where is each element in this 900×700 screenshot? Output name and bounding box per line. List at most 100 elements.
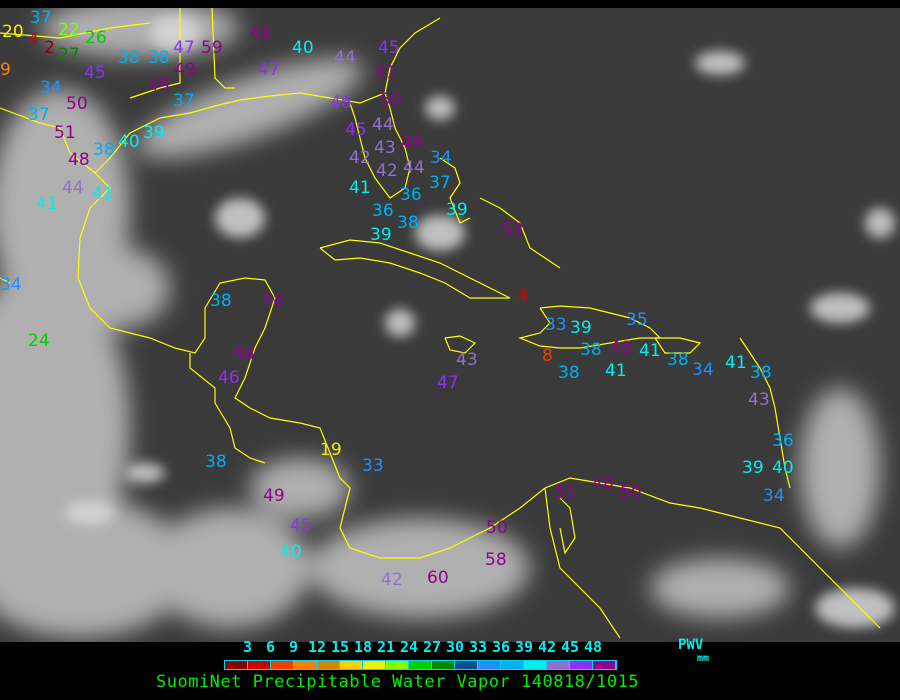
station-pwv-label: 45 (378, 38, 400, 58)
station-pwv-label: 40 (118, 132, 140, 152)
legend-swatch (455, 661, 478, 669)
station-pwv-label: 51 (54, 123, 76, 143)
legend-tick: 39 (515, 638, 534, 656)
station-pwv-label: 24 (28, 331, 50, 351)
legend-tick: 24 (400, 638, 419, 656)
station-pwv-label: 42 (349, 148, 371, 168)
legend-swatch (570, 661, 593, 669)
legend-unit-label: PWV (678, 637, 704, 653)
legend-tick: 12 (308, 638, 327, 656)
station-pwv-label: 38 (397, 213, 419, 233)
legend-tick: 21 (377, 638, 396, 656)
station-pwv-label: 8 (542, 346, 553, 366)
station-pwv-label: 4 (517, 286, 528, 306)
legend-tick: 33 (469, 638, 488, 656)
station-pwv-label: 50 (486, 518, 508, 538)
station-pwv-label: 50 (380, 90, 402, 110)
station-pwv-label: 47 (173, 38, 195, 58)
legend-swatch (225, 661, 248, 669)
station-pwv-label: 48 (68, 150, 90, 170)
station-pwv-label: 45 (84, 63, 106, 83)
station-pwv-label: 9 (0, 60, 11, 80)
station-pwv-label: 50 (620, 483, 642, 503)
station-pwv-label: 40 (772, 458, 794, 478)
station-pwv-label: 50 (66, 94, 88, 114)
station-pwv-label: 59 (201, 38, 223, 58)
station-pwv-label: 47 (258, 60, 280, 80)
legend-tick: 42 (538, 638, 557, 656)
station-pwv-label: 40 (280, 542, 302, 562)
station-pwv-label: 43 (748, 390, 770, 410)
legend-swatch (409, 661, 432, 669)
station-pwv-label: 43 (374, 138, 396, 158)
station-pwv-label: 42 (376, 161, 398, 181)
station-pwv-label: 46 (218, 368, 240, 388)
station-pwv-label: 41 (725, 353, 747, 373)
station-pwv-label: 44 (334, 48, 356, 68)
station-pwv-label: 48 (250, 24, 272, 44)
station-pwv-label: 38 (118, 48, 140, 68)
station-pwv-label: 49 (148, 75, 170, 95)
station-pwv-label: 38 (93, 140, 115, 160)
station-pwv-label: 48 (262, 290, 284, 310)
station-pwv-label: 36 (372, 201, 394, 221)
station-pwv-label: 38 (580, 340, 602, 360)
station-pwv-label: 49 (263, 486, 285, 506)
station-pwv-label: 41 (349, 178, 371, 198)
station-pwv-label: 37 (429, 173, 451, 193)
color-legend: 3 6 9 12 15 18 21 24 27 30 33 36 39 42 45 48 PWV mm Suo… (0, 637, 900, 700)
station-pwv-label: 47 (437, 373, 459, 393)
station-pwv-label: 41 (639, 341, 661, 361)
legend-swatch (363, 661, 386, 669)
coastlines-and-borders (0, 8, 881, 639)
legend-unit: mm (697, 653, 710, 664)
legend-swatch (478, 661, 501, 669)
legend-swatch (547, 661, 570, 669)
station-pwv-label: 34 (763, 486, 785, 506)
station-pwv-label: 34 (40, 78, 62, 98)
legend-tick: 48 (584, 638, 603, 656)
station-pwv-label: 34 (0, 275, 22, 295)
legend-swatch (271, 661, 294, 669)
station-pwv-label: 38 (210, 291, 232, 311)
legend-tick: 15 (331, 638, 350, 656)
station-pwv-label: 39 (446, 200, 468, 220)
legend-tick: 30 (446, 638, 465, 656)
cloud-cover (0, 8, 895, 638)
legend-tick: 27 (423, 638, 442, 656)
station-pwv-label: 42 (381, 570, 403, 590)
station-pwv-label: 37 (28, 105, 50, 125)
legend-swatch (248, 661, 271, 669)
station-pwv-label: 49 (401, 133, 423, 153)
station-pwv-label: 51 (375, 63, 397, 83)
legend-tick: 45 (561, 638, 580, 656)
station-pwv-label: 44 (372, 115, 394, 135)
station-pwv-label: 58 (485, 550, 507, 570)
station-pwv-label: 19 (320, 440, 342, 460)
station-pwv-label: 39 (570, 318, 592, 338)
station-pwv-label: 44 (403, 158, 425, 178)
station-pwv-label: 38 (667, 350, 689, 370)
legend-swatch (524, 661, 547, 669)
station-pwv-label: 38 (205, 452, 227, 472)
station-pwv-label: 44 (62, 178, 84, 198)
station-pwv-label: 33 (362, 456, 384, 476)
legend-tick: 36 (492, 638, 511, 656)
station-pwv-label: 39 (370, 225, 392, 245)
station-pwv-label: 49 (174, 60, 196, 80)
station-pwv-label: 48 (592, 474, 614, 494)
station-pwv-label: 22 (58, 20, 80, 40)
station-pwv-label: 43 (456, 350, 478, 370)
legend-color-bar (224, 660, 617, 670)
station-pwv-label: 48 (610, 338, 632, 358)
station-pwv-label: 38 (148, 48, 170, 68)
station-pwv-label: 39 (143, 123, 165, 143)
legend-swatch (386, 661, 409, 669)
station-pwv-label: 36 (772, 431, 794, 451)
legend-tick: 3 (243, 638, 253, 656)
station-pwv-label: 38 (750, 363, 772, 383)
legend-tick: 9 (289, 638, 299, 656)
station-pwv-label: 33 (545, 315, 567, 335)
station-pwv-label: 37 (30, 8, 52, 28)
